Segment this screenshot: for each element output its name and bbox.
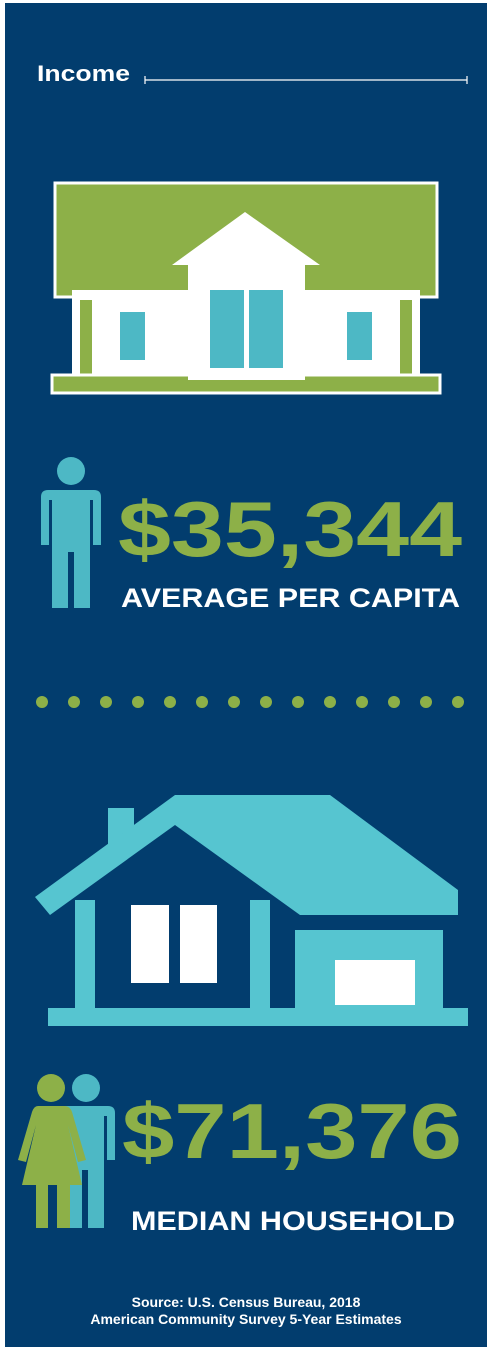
stat-label: MEDIAN HOUSEHOLD bbox=[131, 1206, 455, 1236]
stat-label: AVERAGE PER CAPITA bbox=[121, 583, 460, 613]
stat-value: $71,376 bbox=[122, 1087, 462, 1175]
stat-value: $35,344 bbox=[118, 485, 462, 573]
source-line: American Community Survey 5-Year Estimat… bbox=[90, 1311, 401, 1327]
house-icon bbox=[52, 183, 440, 393]
page: Income $35,344 AVERAGE PER CAPITA bbox=[0, 0, 492, 1350]
section-title: Income bbox=[37, 61, 130, 86]
source-line: Source: U.S. Census Bureau, 2018 bbox=[132, 1294, 361, 1310]
infographic: Income $35,344 AVERAGE PER CAPITA bbox=[0, 0, 492, 1350]
